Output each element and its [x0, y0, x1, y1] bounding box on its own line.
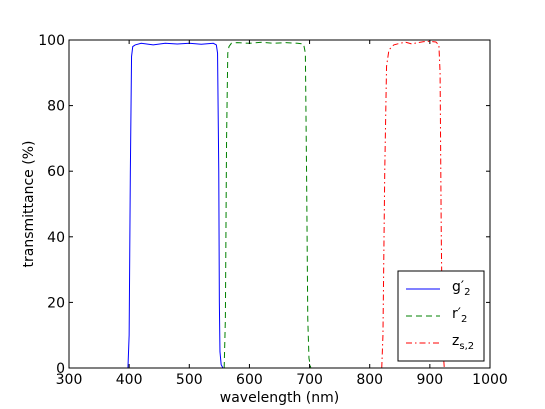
x-tick-label: 600 — [236, 372, 263, 388]
x-axis-label: wavelength (nm) — [220, 390, 339, 406]
y-axis-label: transmittance (%) — [21, 141, 37, 268]
legend-entry-3: zs,2 — [452, 333, 474, 352]
x-tick-label: 300 — [56, 372, 83, 388]
series-line-2 — [223, 41, 312, 368]
plot-frame — [68, 39, 491, 369]
series-line-1 — [127, 42, 224, 368]
ticks-layer: 300 400 500 600 700 800 900 1000 0 20 40 60 80 100 — [38, 33, 508, 388]
series-line-3 — [381, 40, 445, 368]
y-tick-label: 60 — [47, 164, 65, 180]
x-tick-label: 900 — [416, 372, 443, 388]
x-tick-label: 500 — [176, 372, 203, 388]
y-tick-label: 40 — [47, 230, 65, 246]
legend-box — [397, 270, 485, 362]
legend-entry-2: r′2 — [452, 306, 467, 325]
x-tick-label: 800 — [356, 372, 383, 388]
y-tick-label: 80 — [47, 99, 65, 115]
series-layer — [127, 40, 445, 368]
x-tick-label: 400 — [116, 372, 143, 388]
x-tick-label: 700 — [296, 372, 323, 388]
legend-entry-1: g′2 — [452, 279, 470, 298]
y-tick-label: 20 — [47, 295, 65, 311]
x-tick-label: 1000 — [472, 372, 508, 388]
y-tick-label: 100 — [38, 33, 65, 49]
legend: g′2 r′2 zs,2 — [397, 270, 485, 362]
y-tick-label: 0 — [56, 361, 65, 377]
